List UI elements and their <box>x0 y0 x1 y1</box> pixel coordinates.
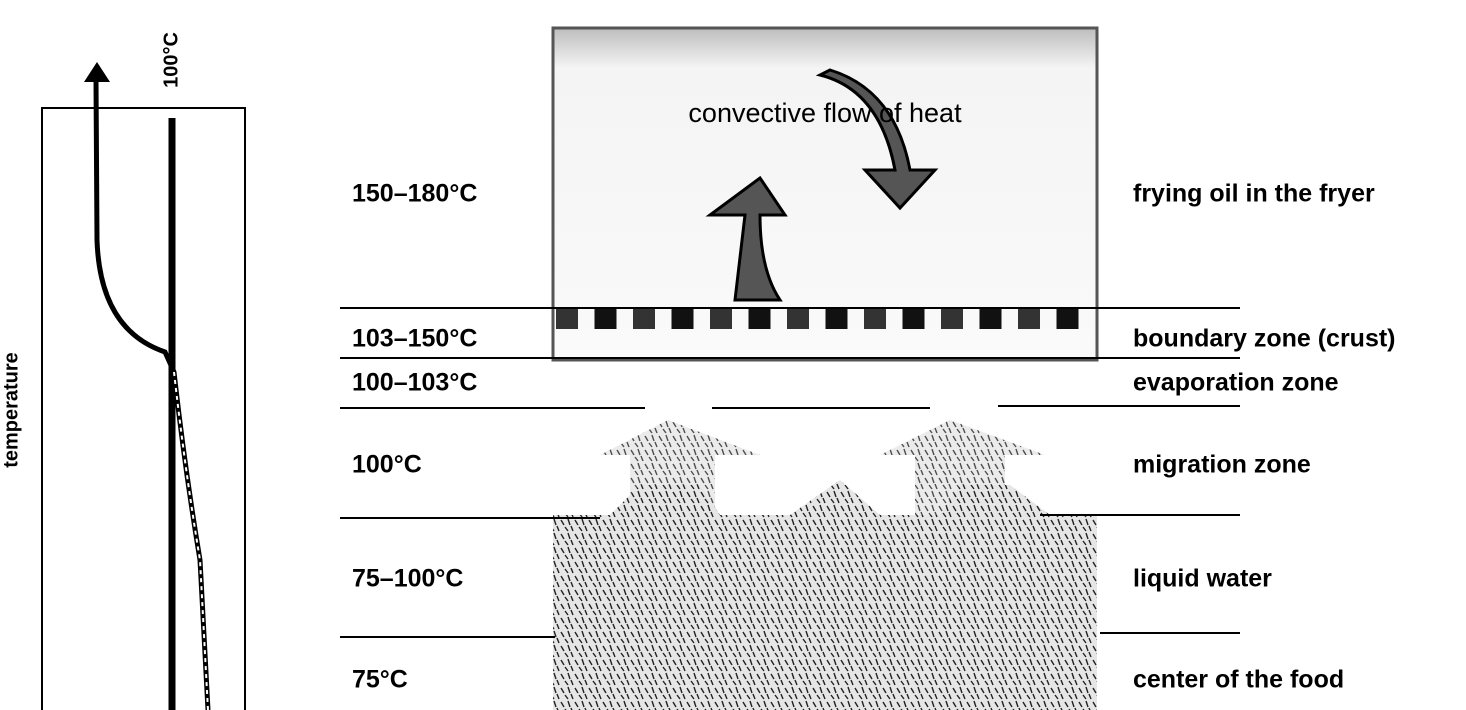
crust-block <box>633 309 655 329</box>
zone-name: center of the food <box>1133 666 1344 694</box>
migration-arrow-left <box>600 420 760 515</box>
diagram: 100°C temperature convective flow of hea… <box>0 0 1466 710</box>
zone-temperature: 103–150°C <box>352 325 477 353</box>
zone-temperature: 100°C <box>352 451 422 479</box>
temperature-profile: 100°C temperature <box>0 32 245 710</box>
zone-name: liquid water <box>1133 565 1272 593</box>
crust-block <box>749 309 771 329</box>
profile-curve <box>96 80 208 710</box>
zone-temperature: 150–180°C <box>352 180 477 208</box>
crust-block <box>710 309 732 329</box>
zone-temperature: 100–103°C <box>352 369 477 397</box>
crust-block <box>941 309 963 329</box>
crust-block <box>903 309 925 329</box>
profile-arrowhead <box>84 62 110 82</box>
crust-block <box>787 309 809 329</box>
crust-block <box>864 309 886 329</box>
crust-block <box>826 309 848 329</box>
zone-name: migration zone <box>1133 451 1311 479</box>
crust-block <box>595 309 617 329</box>
reference-label: 100°C <box>160 32 182 88</box>
profile-frame <box>42 108 245 710</box>
zone-name: evaporation zone <box>1133 369 1339 397</box>
crust-block <box>980 309 1002 329</box>
zone-name: frying oil in the fryer <box>1133 180 1375 208</box>
crust-block <box>672 309 694 329</box>
axis-label: temperature <box>0 352 22 468</box>
crust-block <box>1057 309 1079 329</box>
zone-name: boundary zone (crust) <box>1133 325 1396 353</box>
flow-label: convective flow of heat <box>688 98 962 128</box>
crust-block <box>556 309 578 329</box>
zone-temperature: 75°C <box>352 666 408 694</box>
crust-block <box>1018 309 1040 329</box>
zone-temperature: 75–100°C <box>352 565 463 593</box>
